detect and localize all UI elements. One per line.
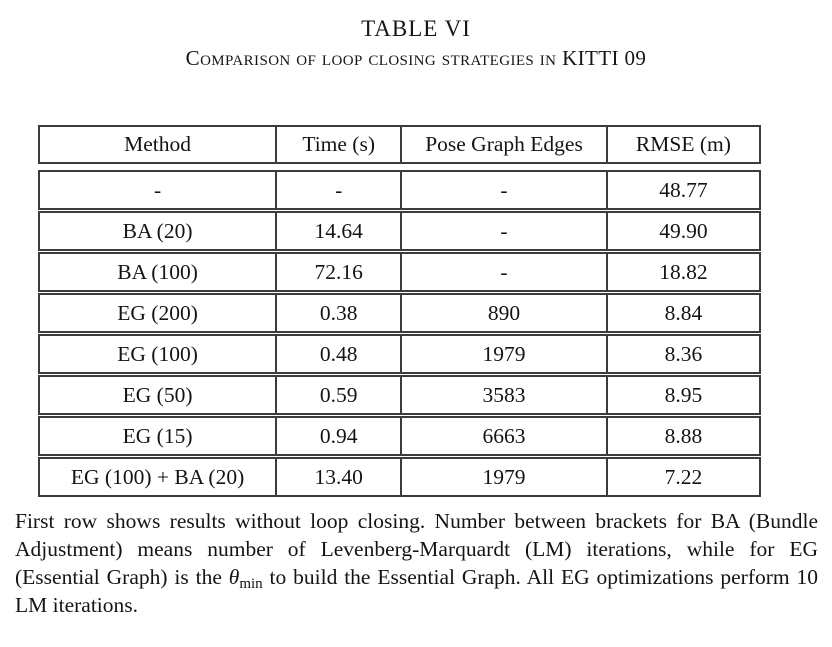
cell-method: EG (15) xyxy=(122,423,193,448)
caption-text-before-theta: First row shows results without loop clo… xyxy=(15,509,818,589)
cell-pose-graph-edges: 3583 xyxy=(400,377,606,413)
table-caption: First row shows results without loop clo… xyxy=(15,507,818,619)
table-body: - - - 48.77 BA (20) 14.64 - 49.90 BA (10… xyxy=(38,170,761,497)
cell-pose-graph-edges: - xyxy=(400,172,606,208)
table-row: EG (50) 0.59 3583 8.95 xyxy=(38,375,761,415)
table-row: EG (200) 0.38 890 8.84 xyxy=(38,293,761,333)
table-row: EG (100) 0.48 1979 8.36 xyxy=(38,334,761,374)
cell-rmse: 8.95 xyxy=(605,377,759,413)
theta-symbol: θ xyxy=(228,565,240,589)
cell-pose-graph-edges: 6663 xyxy=(400,418,606,454)
cell-pose-graph-edges: 1979 xyxy=(400,459,606,495)
cell-rmse: 8.36 xyxy=(605,336,759,372)
table-row: BA (20) 14.64 - 49.90 xyxy=(38,211,761,251)
cell-rmse: 8.84 xyxy=(605,295,759,331)
table-row: EG (15) 0.94 6663 8.88 xyxy=(38,416,761,456)
table-header-row: Method Time (s) Pose Graph Edges RMSE (m… xyxy=(38,125,761,164)
column-header-time: Time (s) xyxy=(275,127,400,162)
cell-rmse: 7.22 xyxy=(605,459,759,495)
cell-method: EG (100) + BA (20) xyxy=(70,464,245,489)
table-row: BA (100) 72.16 - 18.82 xyxy=(38,252,761,292)
cell-method: EG (50) xyxy=(122,382,193,407)
cell-time: 72.16 xyxy=(275,254,400,290)
cell-time: - xyxy=(275,172,400,208)
cell-time: 0.38 xyxy=(275,295,400,331)
table-number: TABLE VI xyxy=(361,16,471,41)
column-header-pose-graph-edges: Pose Graph Edges xyxy=(400,127,606,162)
cell-pose-graph-edges: 1979 xyxy=(400,336,606,372)
cell-pose-graph-edges: 890 xyxy=(400,295,606,331)
theta-min-subscript: min xyxy=(239,576,263,592)
cell-rmse: 49.90 xyxy=(605,213,759,249)
cell-method: EG (100) xyxy=(117,341,198,366)
caption-text-after-theta: to build the Essential Graph. All EG opt… xyxy=(15,565,819,617)
cell-pose-graph-edges: - xyxy=(400,213,606,249)
column-header-method: Method xyxy=(124,132,191,156)
results-table: Method Time (s) Pose Graph Edges RMSE (m… xyxy=(38,125,761,497)
cell-method: BA (20) xyxy=(122,218,193,243)
table-title: Comparison of loop closing strategies in… xyxy=(185,46,647,70)
cell-method: EG (200) xyxy=(117,300,198,325)
cell-pose-graph-edges: - xyxy=(400,254,606,290)
cell-method: - xyxy=(153,177,162,202)
table-row: EG (100) + BA (20) 13.40 1979 7.22 xyxy=(38,457,761,497)
cell-time: 14.64 xyxy=(275,213,400,249)
cell-rmse: 8.88 xyxy=(605,418,759,454)
cell-method: BA (100) xyxy=(117,259,198,284)
table-heading: TABLE VI Comparison of loop closing stra… xyxy=(0,0,832,71)
column-header-rmse: RMSE (m) xyxy=(605,127,759,162)
table-row: - - - 48.77 xyxy=(38,170,761,210)
cell-rmse: 18.82 xyxy=(605,254,759,290)
cell-rmse: 48.77 xyxy=(605,172,759,208)
cell-time: 13.40 xyxy=(275,459,400,495)
cell-time: 0.48 xyxy=(275,336,400,372)
cell-time: 0.59 xyxy=(275,377,400,413)
cell-time: 0.94 xyxy=(275,418,400,454)
